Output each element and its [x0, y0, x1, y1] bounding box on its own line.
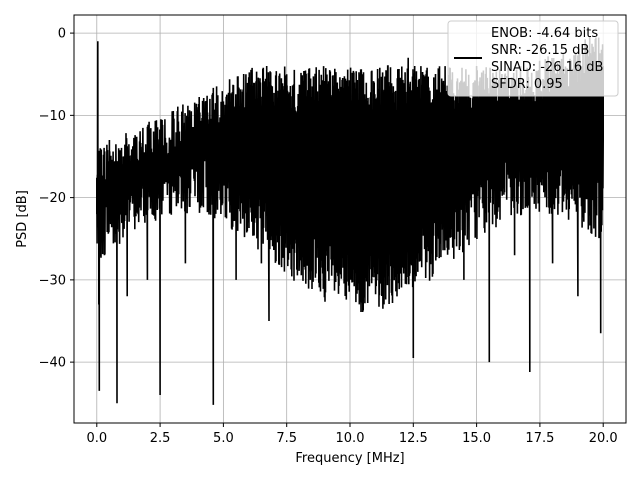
x-tick-label: 12.5	[399, 431, 428, 446]
x-tick-label: 15.0	[462, 431, 491, 446]
x-axis-label: Frequency [MHz]	[295, 451, 404, 466]
y-tick-label: −30	[39, 273, 66, 288]
x-tick-label: 0.0	[86, 431, 107, 446]
x-tick-label: 7.5	[276, 431, 297, 446]
x-tick-label: 10.0	[336, 431, 365, 446]
legend: ENOB: -4.64 bits SNR: -26.15 dB SINAD: -…	[447, 20, 619, 97]
x-tick-label: 2.5	[150, 431, 171, 446]
axis-ticks: 0.0 2.5 5.0 7.5 10.0 12.5 15.0 17.5 20.0 0 −10 −20 −…	[39, 27, 618, 446]
y-axis-label: PSD [dB]	[15, 190, 30, 248]
psd-signal	[96, 36, 604, 405]
y-tick-label: 0	[58, 27, 66, 42]
x-tick-label: 5.0	[213, 431, 234, 446]
x-tick-label: 20.0	[589, 431, 618, 446]
y-tick-label: −10	[39, 109, 66, 124]
legend-entry-enob: ENOB: -4.64 bits	[491, 26, 598, 41]
x-tick-label: 17.5	[525, 431, 554, 446]
legend-box	[447, 20, 619, 97]
psd-trace	[96, 36, 604, 405]
y-tick-label: −20	[39, 191, 66, 206]
legend-entry-sinad: SINAD: -26.16 dB	[491, 60, 603, 75]
y-tick-label: −40	[39, 356, 66, 371]
legend-entry-snr: SNR: -26.15 dB	[491, 43, 589, 58]
legend-entry-sfdr: SFDR: 0.95	[491, 77, 563, 92]
